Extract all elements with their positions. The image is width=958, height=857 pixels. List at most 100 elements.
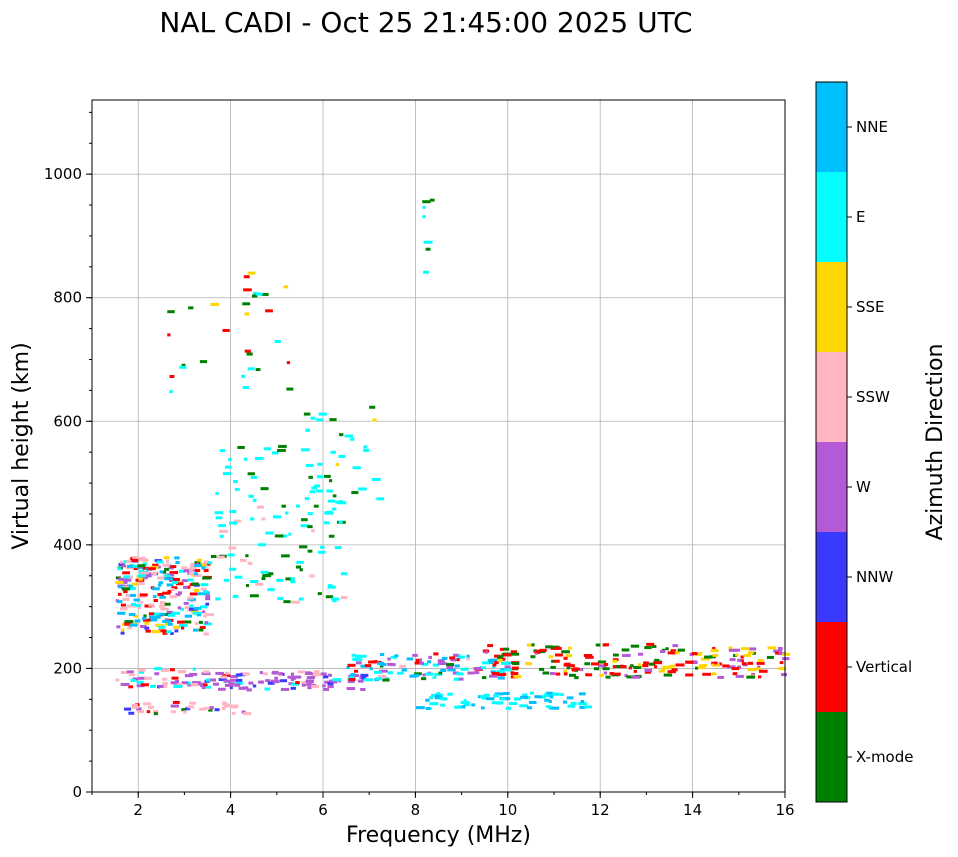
echo-point [728, 646, 733, 650]
echo-point [718, 662, 722, 666]
echo-point [199, 360, 208, 364]
echo-point [434, 696, 443, 700]
echo-point [136, 684, 145, 688]
echo-point [751, 672, 755, 676]
echo-point [314, 484, 321, 488]
echo-point [157, 576, 167, 580]
echo-point [274, 534, 284, 538]
echo-point [190, 562, 196, 566]
echo-point [135, 604, 141, 608]
echo-point [463, 703, 471, 707]
echo-point [280, 687, 290, 691]
echo-point [328, 534, 335, 538]
echo-point [307, 549, 313, 553]
echo-point [279, 679, 287, 683]
echo-point [224, 671, 230, 675]
echo-point [138, 558, 148, 562]
echo-point [170, 565, 177, 569]
echo-point [203, 560, 209, 564]
echo-point [379, 669, 388, 673]
echo-point [160, 607, 169, 611]
echo-point [164, 622, 169, 626]
echo-point [733, 648, 740, 652]
echo-point [329, 685, 334, 689]
echo-point [200, 587, 207, 591]
echo-point [228, 458, 232, 462]
echo-point [326, 489, 333, 493]
echo-point [353, 669, 359, 673]
echo-point [412, 674, 420, 678]
echo-point [570, 702, 577, 706]
echo-point [147, 567, 156, 571]
echo-point [399, 664, 406, 668]
echo-point [265, 679, 270, 683]
echo-point [348, 678, 356, 682]
echo-point [551, 659, 555, 663]
echo-point [183, 585, 188, 589]
echo-point [154, 672, 160, 676]
echo-point [149, 684, 156, 688]
echo-point [221, 702, 229, 706]
echo-point [440, 668, 447, 672]
echo-point [422, 205, 426, 209]
echo-point [677, 648, 685, 652]
echo-point [303, 412, 311, 416]
echo-point [128, 685, 134, 689]
echo-point [622, 653, 631, 657]
echo-point [493, 694, 500, 698]
echo-point [603, 662, 609, 666]
echo-point [534, 695, 543, 699]
echo-point [526, 706, 533, 710]
echo-point [214, 708, 220, 712]
echo-point [450, 658, 457, 662]
echo-point [154, 667, 163, 671]
echo-point [571, 667, 580, 671]
echo-point [167, 310, 175, 314]
echo-point [578, 702, 587, 706]
echo-point [351, 653, 357, 657]
echo-point [169, 668, 175, 672]
echo-point [196, 558, 203, 562]
echo-point [163, 574, 171, 578]
echo-point [182, 620, 192, 624]
echo-point [230, 674, 238, 678]
echo-point [167, 622, 173, 626]
echo-point [174, 629, 179, 633]
echo-point [773, 649, 783, 653]
echo-point [580, 700, 585, 704]
echo-point [193, 628, 198, 632]
x-tick-label: 16 [775, 801, 794, 819]
echo-point [138, 577, 143, 581]
echo-point [338, 454, 346, 458]
echo-point [332, 678, 342, 682]
echo-point [181, 681, 188, 685]
echo-point [274, 340, 281, 344]
echo-point [200, 583, 209, 587]
echo-point [204, 706, 211, 710]
echo-point [300, 448, 310, 452]
echo-point [766, 655, 774, 659]
echo-point [714, 661, 718, 665]
echo-point [323, 521, 330, 525]
echo-point [749, 647, 757, 651]
echo-point [245, 554, 249, 558]
echo-point [358, 654, 367, 658]
echo-point [538, 695, 546, 699]
echo-point [198, 628, 204, 632]
echo-point [494, 661, 499, 665]
echo-point [126, 560, 132, 564]
echo-point [271, 671, 279, 675]
echo-point [429, 198, 435, 202]
echo-point [298, 597, 304, 601]
echo-point [166, 583, 174, 587]
echo-point [189, 604, 194, 608]
echo-point [145, 574, 152, 578]
echo-point [545, 645, 553, 649]
echo-point [255, 368, 261, 372]
x-tick-label: 10 [498, 801, 517, 819]
echo-point [551, 706, 560, 710]
echo-point [503, 647, 510, 651]
echo-point [175, 582, 184, 586]
echo-point [426, 660, 432, 664]
echo-point [188, 567, 193, 571]
